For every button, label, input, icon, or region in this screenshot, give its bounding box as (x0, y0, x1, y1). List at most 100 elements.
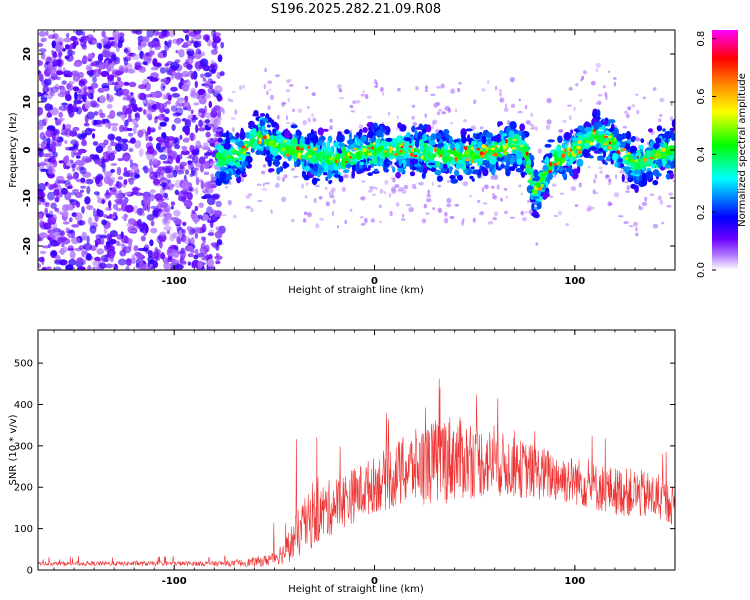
colorbar-label: Normalized spectral amplitude (737, 73, 748, 227)
heatmap-cell (449, 215, 455, 220)
heatmap-cell (122, 96, 127, 101)
heatmap-cell (336, 84, 342, 89)
heatmap-cell (552, 162, 558, 166)
heatmap-cell (56, 210, 64, 215)
heatmap-cell (103, 175, 111, 185)
heatmap-cell (92, 76, 97, 83)
heatmap-cell (253, 110, 259, 116)
heatmap-cell (154, 116, 159, 120)
heatmap-cell (450, 88, 455, 94)
heatmap-cell (162, 165, 171, 174)
heatmap-cell (401, 218, 406, 221)
heatmap-cell (97, 53, 104, 62)
heatmap-cell (397, 167, 404, 173)
heatmap-cell (584, 126, 593, 132)
heatmap-cell (147, 266, 152, 270)
heatmap-cell (63, 37, 72, 43)
heatmap-cell (318, 196, 323, 200)
colorbar-ticks: 0.0 0.2 0.4 0.6 0.8 (696, 31, 716, 278)
heatmap-cell (108, 207, 112, 211)
heatmap-cell (90, 62, 96, 67)
heatmap-cell (88, 216, 93, 226)
heatmap-cell (624, 156, 629, 161)
heatmap-cell (72, 102, 77, 111)
heatmap-cell (376, 137, 381, 143)
heatmap-cell (481, 187, 485, 193)
heatmap-cell (476, 147, 481, 151)
heatmap-cell (660, 147, 666, 152)
heatmap-cell (72, 188, 79, 193)
heatmap-cell (190, 132, 194, 142)
heatmap-cell (66, 83, 72, 90)
heatmap-cell (149, 189, 156, 194)
heatmap-cell (92, 141, 99, 146)
heatmap-cell (432, 207, 436, 211)
heatmap-cell (145, 249, 154, 255)
heatmap-cell (216, 117, 223, 121)
heatmap-cell (608, 178, 612, 183)
heatmap-cell (651, 164, 656, 169)
heatmap-cell (503, 187, 508, 191)
heatmap-cell (519, 123, 526, 132)
heatmap-cell (261, 170, 265, 175)
heatmap-cell (670, 131, 675, 141)
heatmap-cell (81, 206, 85, 214)
heatmap-cell (621, 173, 625, 183)
heatmap-cell (355, 164, 359, 172)
heatmap-cell (530, 127, 533, 130)
heatmap-cell (306, 212, 312, 218)
heatmap-cell (524, 104, 528, 110)
heatmap-cell (168, 182, 172, 187)
heatmap-cell (69, 250, 76, 260)
heatmap-cell (146, 30, 155, 38)
heatmap-cell (183, 42, 188, 48)
heatmap-cell (384, 150, 387, 153)
heatmap-cell (116, 200, 125, 205)
heatmap-cell (590, 206, 595, 210)
heatmap-cell (512, 138, 517, 141)
spectrogram-y-tick-label: -10 (22, 189, 33, 207)
heatmap-cell (198, 96, 207, 105)
heatmap-cell (266, 124, 271, 128)
heatmap-cell (409, 163, 414, 170)
heatmap-cell (396, 135, 404, 144)
heatmap-cell (322, 155, 325, 160)
heatmap-cell (91, 133, 96, 139)
heatmap-cell (617, 158, 623, 163)
heatmap-cell (491, 168, 496, 176)
heatmap-cell (622, 125, 628, 129)
heatmap-cell (38, 199, 42, 206)
heatmap-cell (110, 163, 118, 166)
heatmap-cell (372, 150, 377, 156)
heatmap-cell (226, 158, 231, 163)
heatmap-cell (78, 80, 86, 87)
heatmap-cell (490, 141, 496, 146)
heatmap-cell (104, 263, 114, 269)
heatmap-cell (330, 187, 336, 192)
heatmap-cell (420, 155, 424, 160)
heatmap-cell (38, 256, 45, 263)
heatmap-cell (383, 191, 387, 195)
heatmap-cell (520, 193, 523, 195)
heatmap-cell (40, 51, 46, 60)
heatmap-cell (232, 127, 235, 133)
heatmap-cell (70, 159, 74, 164)
spectrogram-y-tick-label: 10 (22, 95, 33, 109)
heatmap-cell (481, 88, 486, 92)
heatmap-cell (387, 160, 393, 165)
heatmap-cell (377, 158, 384, 162)
heatmap-cell (618, 141, 626, 148)
heatmap-cell (655, 137, 662, 144)
heatmap-cell (281, 177, 285, 182)
heatmap-cell (375, 129, 383, 138)
heatmap-cell (504, 149, 507, 153)
heatmap-cell (38, 213, 42, 218)
heatmap-cell (368, 146, 371, 150)
heatmap-cell (84, 196, 91, 205)
heatmap-cell (409, 152, 414, 157)
heatmap-cell (193, 30, 202, 35)
heatmap-cell (122, 246, 132, 254)
heatmap-cell (271, 119, 275, 128)
heatmap-cell (636, 138, 642, 142)
heatmap-cell (635, 159, 638, 163)
